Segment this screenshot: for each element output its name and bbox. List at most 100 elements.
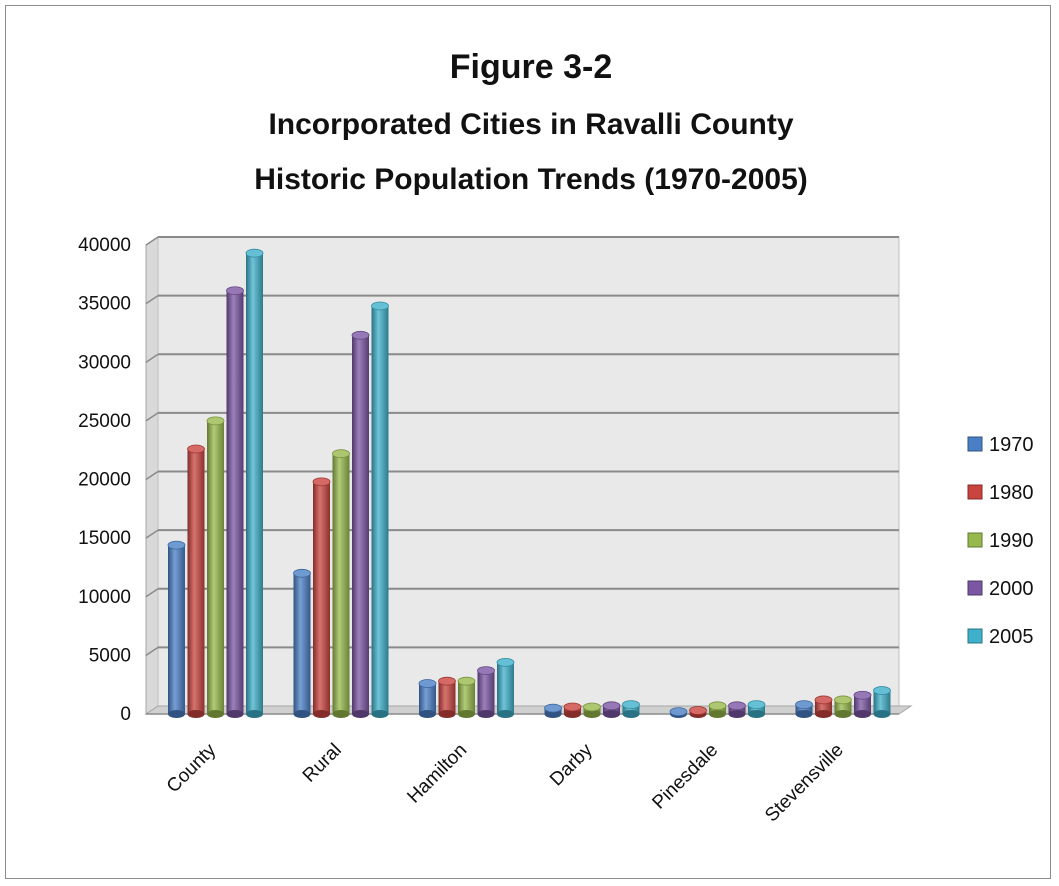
gridline-side [145,412,159,422]
bar-body [477,670,495,714]
bar-top [873,686,891,695]
bar-top [496,658,515,667]
bar-base [834,710,852,718]
legend-swatch [967,484,983,500]
bar-top [477,666,495,676]
bar-base [207,710,224,718]
bar-rural-1970 [293,568,311,718]
legend-item-1990: 1990 [967,530,1034,552]
y-tick-label: 5000 [89,645,131,666]
bar-body [622,704,640,714]
bar-body [226,290,244,714]
bar-base [419,710,436,718]
x-tick-label: Hamilton [403,740,471,808]
chart-svg: Figure 3-2 Incorporated Cities in Ravall… [78,48,1034,827]
bar-body [795,704,813,714]
chart-frame: Figure 3-2 Incorporated Cities in Ravall… [5,5,1051,879]
bar-top [293,568,311,578]
bar-body [313,481,330,714]
bar-body [187,449,205,714]
bar-base [168,710,185,718]
bar-base [622,710,640,718]
bar-county-1990 [206,416,225,718]
bar-hamilton-2000 [477,666,495,718]
y-tick-label: 35000 [78,294,131,315]
legend-swatch [967,532,983,548]
bar-base [293,710,311,718]
bar-top [853,690,872,700]
bar-base [709,710,726,718]
bar-body [438,681,456,714]
bar-body [497,662,514,714]
bar-top [728,701,746,711]
bar-darby-1970 [544,703,562,718]
plot-area [144,236,913,715]
legend-label: 2005 [989,626,1034,648]
bar-top [457,676,476,686]
bar-stevensville-1970 [795,700,813,718]
bar-top [563,702,582,712]
bar-top [795,700,813,710]
bar-base [458,710,475,718]
legend-swatch [967,628,983,644]
bar-stevensville-1980 [814,695,833,718]
y-tick-label: 20000 [78,470,131,491]
bar-base [246,710,263,718]
bar-top [708,701,727,711]
bar-body [207,420,224,714]
bar-top [351,330,370,340]
gridline-side [145,588,159,598]
y-tick-label: 30000 [78,352,131,373]
bar-body [168,545,185,714]
bar-base [332,710,350,718]
bar-county-2000 [226,286,244,718]
bar-body [873,690,891,714]
bar-base [497,710,514,718]
bar-top [167,540,186,550]
gridline-side [145,646,159,656]
bar-top [622,700,640,710]
bar-rural-1990 [332,449,350,718]
bar-top [371,301,389,311]
bar-base [352,710,369,718]
bar-top [814,695,833,705]
legend-swatch [967,580,983,596]
y-tick-label: 15000 [78,528,131,549]
bar-top [834,695,852,705]
bar-top [544,703,562,713]
bar-county-2005 [245,248,264,718]
chart-subtitle-line-1: Incorporated Cities in Ravalli County [268,108,793,141]
y-tick-label: 40000 [78,235,131,256]
bar-base [583,710,601,718]
bars [167,248,891,718]
x-tick-label: County [163,739,221,797]
bar-darby-2005 [622,700,640,718]
bar-top [312,477,331,487]
legend-swatch [967,436,983,452]
legend-item-1980: 1980 [967,482,1034,504]
bar-base [854,710,871,718]
bar-rural-2005 [371,301,389,718]
bar-body [332,453,350,714]
bar-base [564,710,581,718]
bar-base [815,710,832,718]
bar-hamilton-2005 [496,658,515,718]
x-tick-label: Stevensville [761,740,848,827]
gridline-side [145,236,159,246]
chart-subtitle-line-2: Historic Population Trends (1970-2005) [254,163,808,196]
legend-item-1970: 1970 [967,434,1034,456]
bar-body [748,704,765,714]
bar-rural-1980 [312,477,331,718]
legend-label: 1990 [989,530,1034,552]
bar-darby-1980 [563,702,582,718]
bar-base [603,710,620,718]
bar-body [246,253,263,714]
bar-pinesdale-1980 [689,706,707,718]
bar-pinesdale-2000 [728,701,746,718]
legend: 1970 1980 1990 2000 2005 [967,434,1034,648]
bar-base [226,710,244,718]
bar-pinesdale-2005 [747,700,766,718]
bar-hamilton-1980 [438,676,456,718]
bar-base [795,710,813,718]
gridline-side [145,529,159,539]
